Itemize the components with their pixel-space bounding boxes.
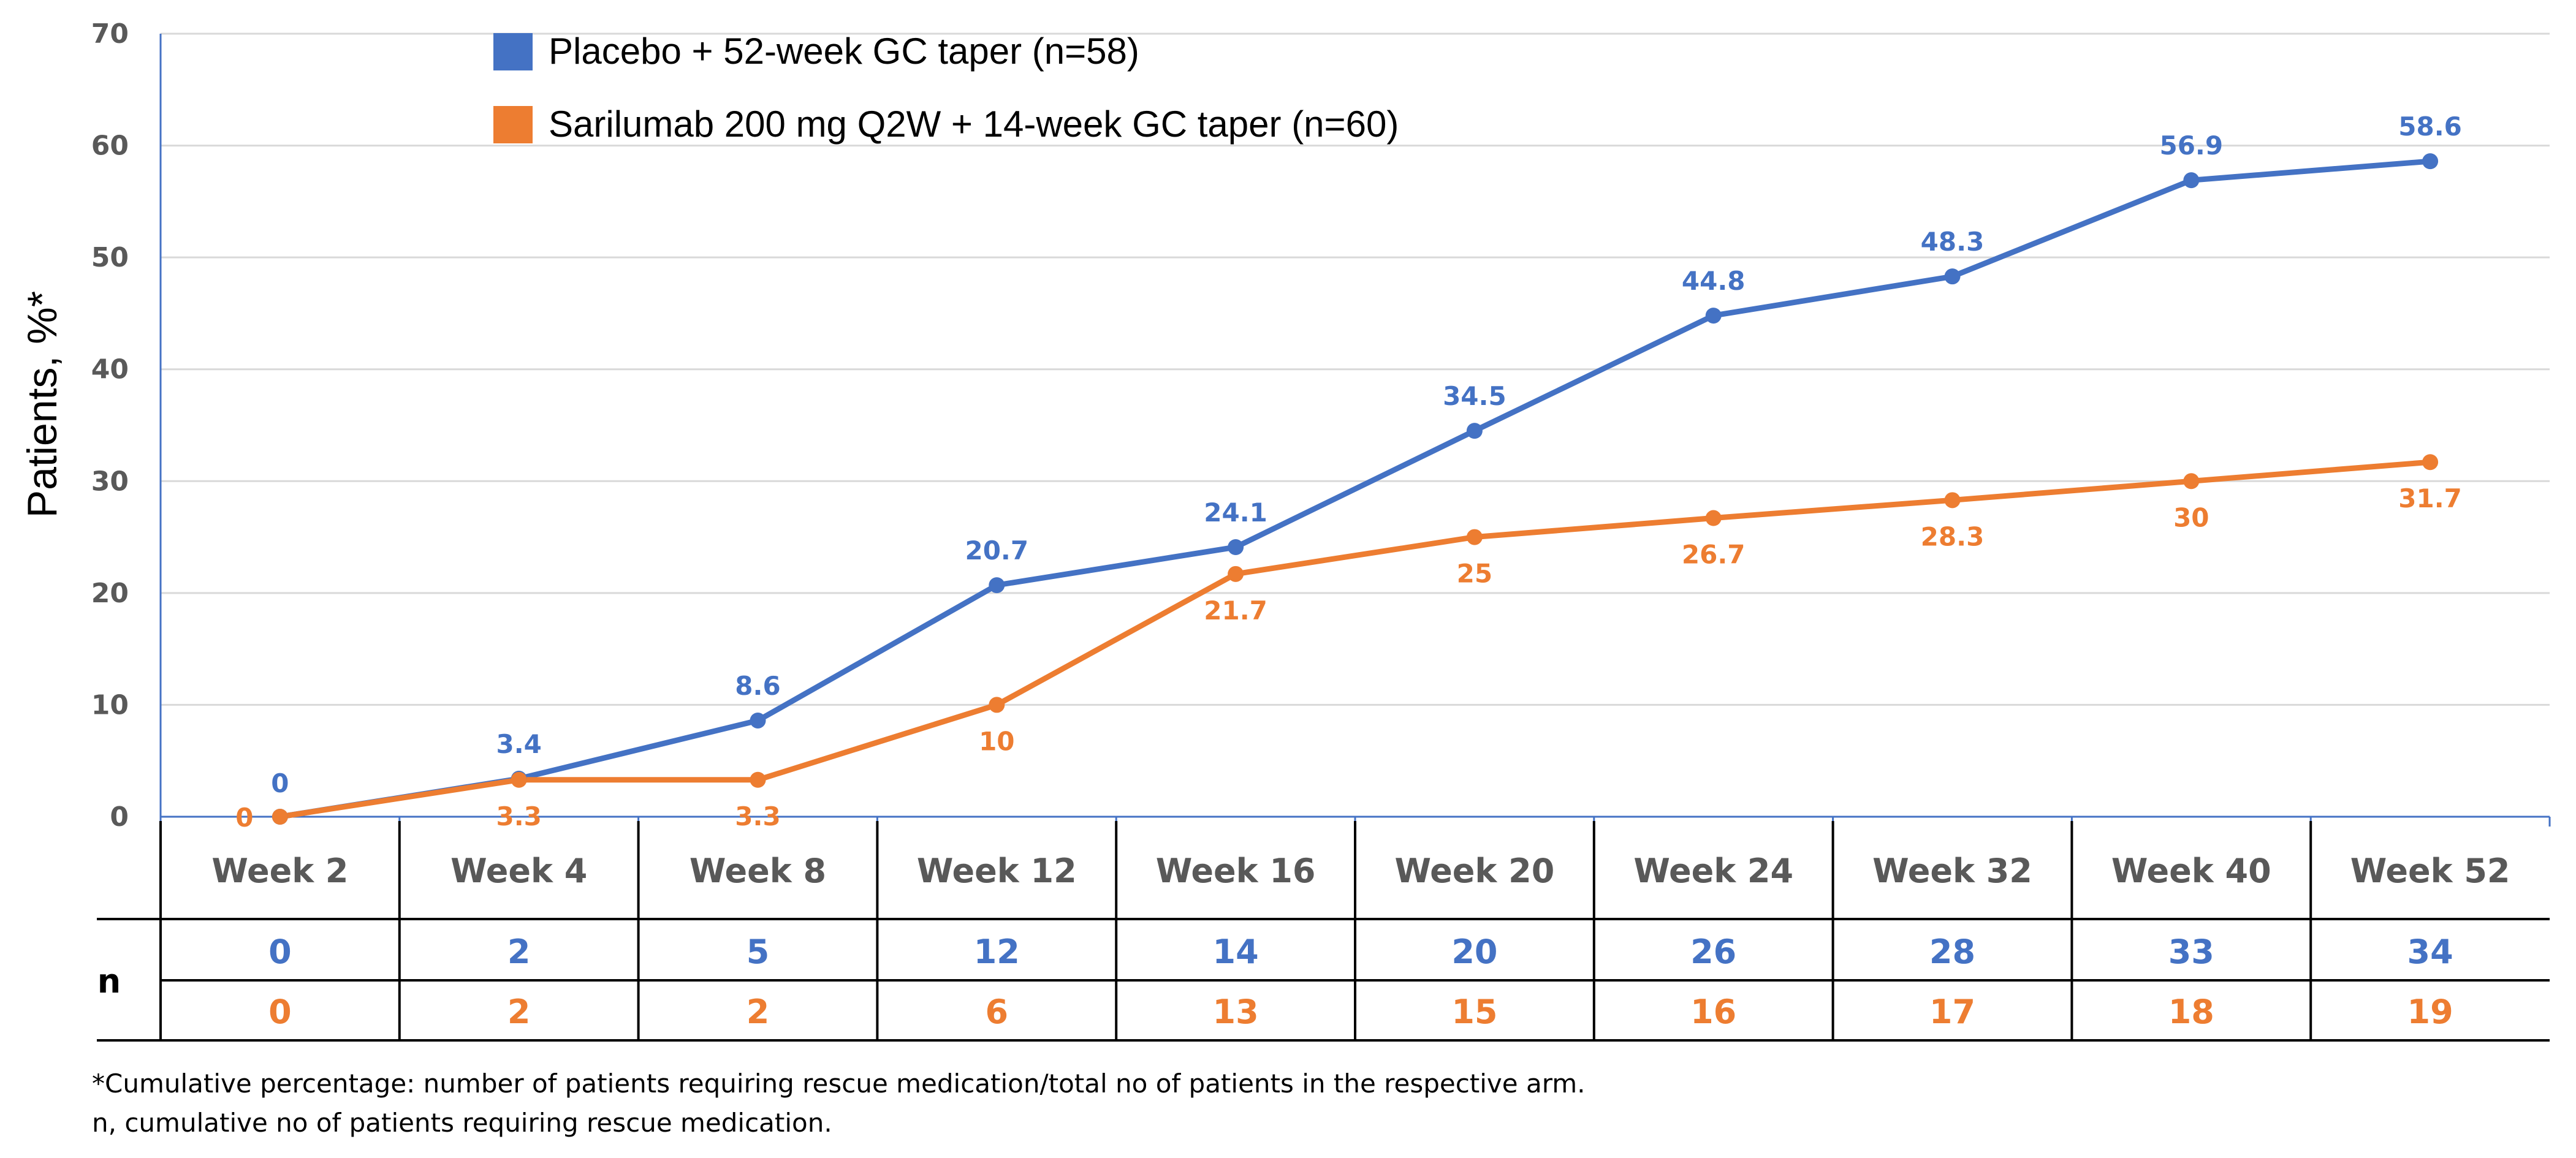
x-category-label: Week 40 (2111, 852, 2271, 890)
data-point-sarilumab (2183, 473, 2200, 490)
x-category-label: Week 24 (1633, 852, 1793, 890)
data-point-sarilumab (1944, 492, 1961, 509)
y-tick-label: 60 (91, 131, 129, 162)
y-tick-label: 20 (91, 578, 129, 609)
data-label-sarilumab: 26.7 (1682, 540, 1746, 570)
data-point-sarilumab (511, 771, 527, 788)
data-label-sarilumab: 0 (235, 803, 253, 833)
n-cell-sarilumab: 2 (507, 993, 531, 1031)
gridlines (161, 32, 2550, 706)
n-row-label: n (97, 962, 121, 1001)
data-label-placebo: 3.4 (496, 729, 541, 759)
n-cell-sarilumab: 19 (2407, 993, 2453, 1031)
y-axis-label: Patients, %* (19, 291, 66, 518)
x-category-label: Week 32 (1872, 852, 2032, 890)
y-tick-label: 40 (91, 354, 129, 385)
n-cell-placebo: 12 (974, 933, 1020, 971)
footnote-n: n, cumulative no of patients requiring r… (92, 1108, 832, 1138)
x-category-label: Week 16 (1156, 852, 1316, 890)
data-label-placebo: 20.7 (965, 535, 1028, 566)
data-point-sarilumab (1228, 566, 1244, 582)
n-cell-sarilumab: 2 (747, 993, 770, 1031)
data-label-placebo: 48.3 (1921, 227, 1985, 257)
data-label-sarilumab: 3.3 (496, 801, 541, 831)
series-line-placebo (279, 158, 2431, 820)
legend: Placebo + 52-week GC taper (n=58) Sarilu… (493, 31, 1399, 145)
data-point-sarilumab (750, 771, 766, 788)
n-cell-sarilumab: 6 (986, 993, 1009, 1031)
data-point-placebo (2422, 153, 2439, 170)
data-label-sarilumab: 21.7 (1204, 596, 1267, 626)
data-label-sarilumab: 31.7 (2398, 483, 2462, 513)
data-label-sarilumab: 25 (1457, 559, 1492, 589)
x-category-label: Week 8 (690, 852, 826, 890)
data-point-sarilumab (1705, 510, 1722, 526)
n-cell-placebo: 0 (268, 933, 292, 971)
data-label-placebo: 0 (271, 768, 289, 798)
data-point-placebo (989, 577, 1005, 594)
y-tick-label: 0 (110, 801, 129, 833)
n-cell-sarilumab: 16 (1690, 993, 1736, 1031)
series-line-sarilumab (279, 459, 2431, 820)
x-category-label: Week 20 (1395, 852, 1555, 890)
n-cell-placebo: 14 (1213, 933, 1259, 971)
n-cell-placebo: 28 (1929, 933, 1975, 971)
data-point-sarilumab (1466, 529, 1483, 545)
legend-swatch-placebo (493, 33, 533, 70)
y-tick-label: 50 (91, 242, 129, 273)
data-label-placebo: 56.9 (2159, 131, 2223, 161)
data-label-placebo: 34.5 (1443, 381, 1506, 411)
n-cell-placebo: 33 (2168, 933, 2214, 971)
data-point-placebo (1944, 268, 1961, 285)
data-label-placebo: 24.1 (1204, 498, 1267, 528)
data-label-sarilumab: 3.3 (735, 801, 780, 831)
data-label-sarilumab: 28.3 (1921, 521, 1985, 551)
data-point-placebo (1705, 308, 1722, 324)
y-tick-label: 70 (91, 18, 129, 50)
x-category-label: Week 4 (450, 852, 587, 890)
n-cell-sarilumab: 0 (268, 993, 292, 1031)
series-points (272, 153, 2439, 825)
x-category-label: Week 2 (211, 852, 348, 890)
n-cell-placebo: 2 (507, 933, 531, 971)
n-cell-sarilumab: 18 (2168, 993, 2214, 1031)
data-point-sarilumab (989, 697, 1005, 713)
legend-label-placebo: Placebo + 52-week GC taper (n=58) (549, 31, 1139, 72)
data-point-placebo (750, 712, 766, 728)
data-point-sarilumab (272, 809, 288, 825)
data-label-sarilumab: 10 (979, 726, 1014, 756)
n-cell-placebo: 5 (747, 933, 770, 971)
footnote-cumulative: *Cumulative percentage: number of patien… (92, 1069, 1586, 1099)
data-label-placebo: 8.6 (735, 671, 780, 701)
data-point-placebo (2183, 172, 2200, 189)
n-cell-placebo: 20 (1451, 933, 1497, 971)
n-cell-placebo: 34 (2407, 933, 2453, 971)
x-category-label: Week 52 (2350, 852, 2510, 890)
data-label-sarilumab: 30 (2173, 502, 2209, 532)
data-label-placebo: 44.8 (1682, 266, 1746, 296)
x-category-label: Week 12 (917, 852, 1077, 890)
n-cell-placebo: 26 (1690, 933, 1736, 971)
data-label-placebo: 58.6 (2398, 112, 2462, 142)
series-lines (279, 158, 2431, 820)
legend-label-sarilumab: Sarilumab 200 mg Q2W + 14-week GC taper … (549, 104, 1399, 145)
y-tick-label: 10 (91, 689, 129, 721)
legend-swatch-sarilumab (493, 106, 533, 143)
data-point-placebo (1466, 423, 1483, 439)
data-point-sarilumab (2422, 454, 2439, 471)
data-point-placebo (1228, 539, 1244, 556)
data-labels: 0 3.4 8.6 20.7 24.1 34.5 44.8 48.3 56.9 58.6 0 3.3 3… (235, 112, 2462, 833)
y-tick-label: 30 (91, 466, 129, 497)
n-cell-sarilumab: 17 (1929, 993, 1975, 1031)
n-cell-sarilumab: 15 (1451, 993, 1497, 1031)
n-cell-sarilumab: 13 (1213, 993, 1259, 1031)
y-tick-labels: 0 10 20 30 40 50 60 70 (91, 18, 129, 833)
